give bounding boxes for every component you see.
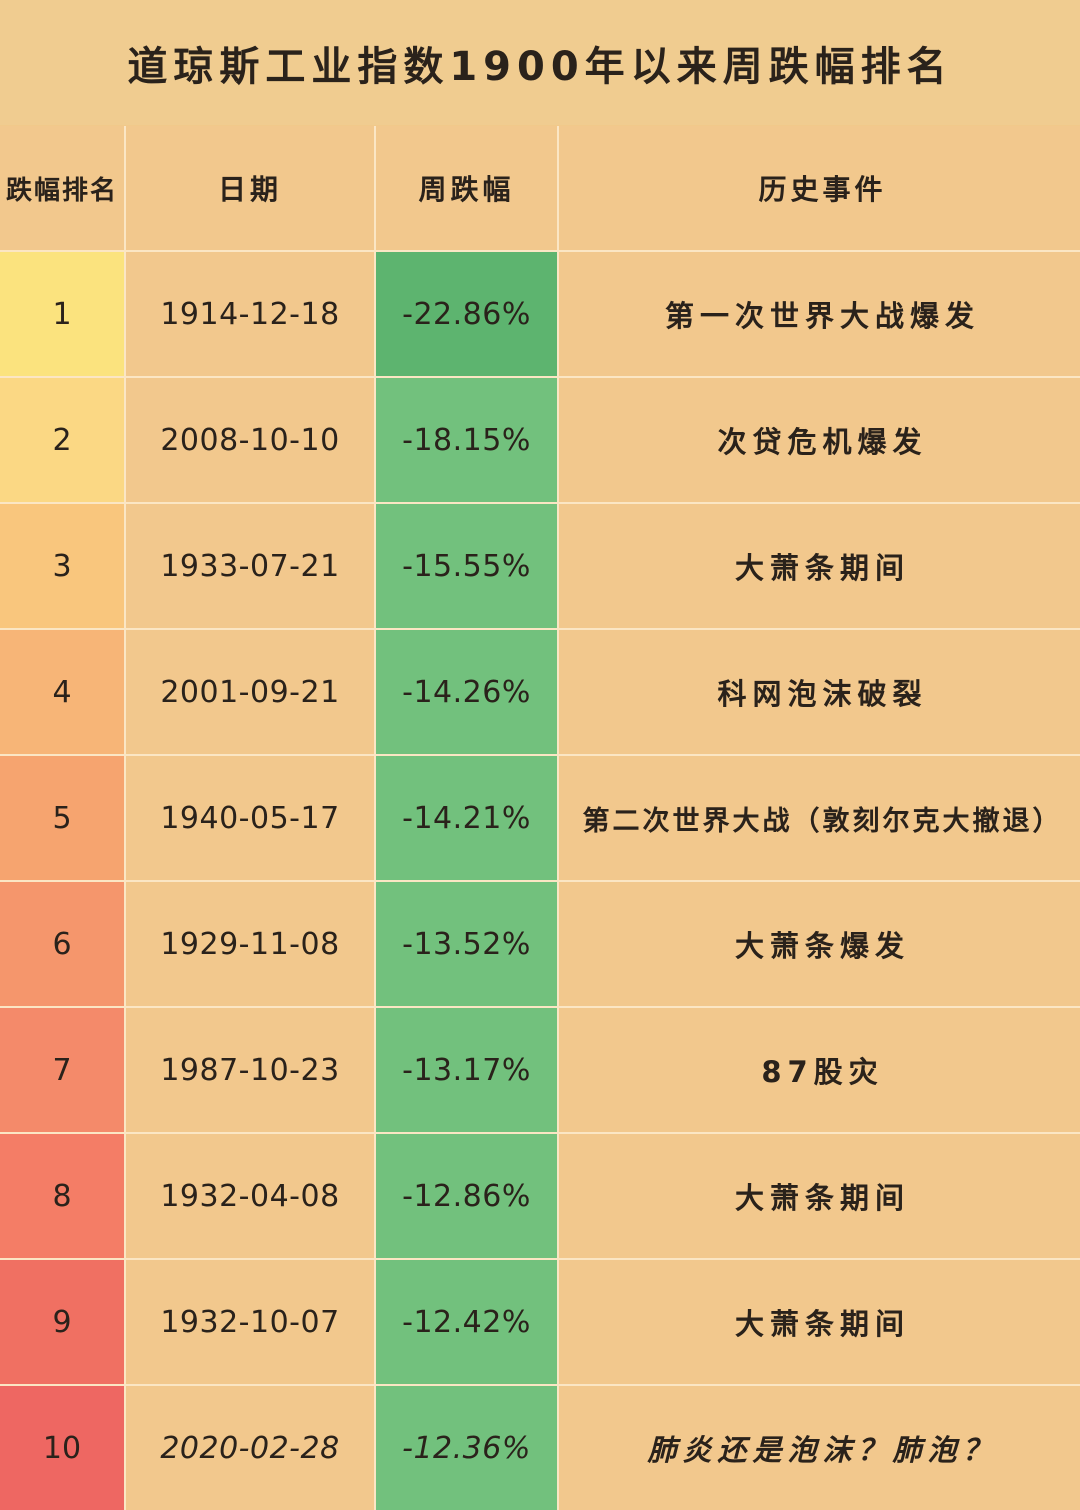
cell-rank: 4 (0, 630, 124, 754)
cell-event: 第二次世界大战（敦刻尔克大撤退） (559, 756, 1080, 880)
cell-event: 次贷危机爆发 (559, 378, 1080, 502)
cell-event: 大萧条期间 (559, 1134, 1080, 1258)
cell-rank: 9 (0, 1260, 124, 1384)
cell-date: 1932-04-08 (126, 1134, 374, 1258)
cell-event: 第一次世界大战爆发 (559, 252, 1080, 376)
cell-date: 1932-10-07 (126, 1260, 374, 1384)
cell-pct: -14.21% (376, 756, 557, 880)
cell-date: 1929-11-08 (126, 882, 374, 1006)
cell-event: 87股灾 (559, 1008, 1080, 1132)
cell-rank: 7 (0, 1008, 124, 1132)
cell-pct: -12.42% (376, 1260, 557, 1384)
cell-date: 1914-12-18 (126, 252, 374, 376)
cell-pct: -15.55% (376, 504, 557, 628)
ranking-table: 跌幅排名 日期 周跌幅 历史事件 1 1914-12-18 -22.86% 第一次世界大战爆发… (0, 126, 1080, 1510)
header-rank: 跌幅排名 (0, 126, 124, 250)
cell-pct: -12.36% (376, 1386, 557, 1510)
cell-date: 2008-10-10 (126, 378, 374, 502)
cell-rank: 1 (0, 252, 124, 376)
cell-rank: 2 (0, 378, 124, 502)
cell-event: 大萧条期间 (559, 1260, 1080, 1384)
cell-pct: -12.86% (376, 1134, 557, 1258)
cell-rank: 10 (0, 1386, 124, 1510)
cell-event: 肺炎还是泡沫？肺泡？ (559, 1386, 1080, 1510)
cell-rank: 6 (0, 882, 124, 1006)
header-event: 历史事件 (559, 126, 1080, 250)
cell-date: 1987-10-23 (126, 1008, 374, 1132)
cell-pct: -14.26% (376, 630, 557, 754)
cell-event: 大萧条期间 (559, 504, 1080, 628)
cell-date: 1940-05-17 (126, 756, 374, 880)
cell-rank: 8 (0, 1134, 124, 1258)
cell-event: 大萧条爆发 (559, 882, 1080, 1006)
cell-rank: 3 (0, 504, 124, 628)
cell-pct: -22.86% (376, 252, 557, 376)
header-pct: 周跌幅 (376, 126, 557, 250)
cell-date: 2020-02-28 (126, 1386, 374, 1510)
cell-pct: -13.52% (376, 882, 557, 1006)
table-title: 道琼斯工业指数1900年以来周跌幅排名 (0, 0, 1080, 125)
cell-rank: 5 (0, 756, 124, 880)
cell-pct: -18.15% (376, 378, 557, 502)
header-date: 日期 (126, 126, 374, 250)
cell-event: 科网泡沫破裂 (559, 630, 1080, 754)
cell-pct: -13.17% (376, 1008, 557, 1132)
cell-date: 1933-07-21 (126, 504, 374, 628)
cell-date: 2001-09-21 (126, 630, 374, 754)
